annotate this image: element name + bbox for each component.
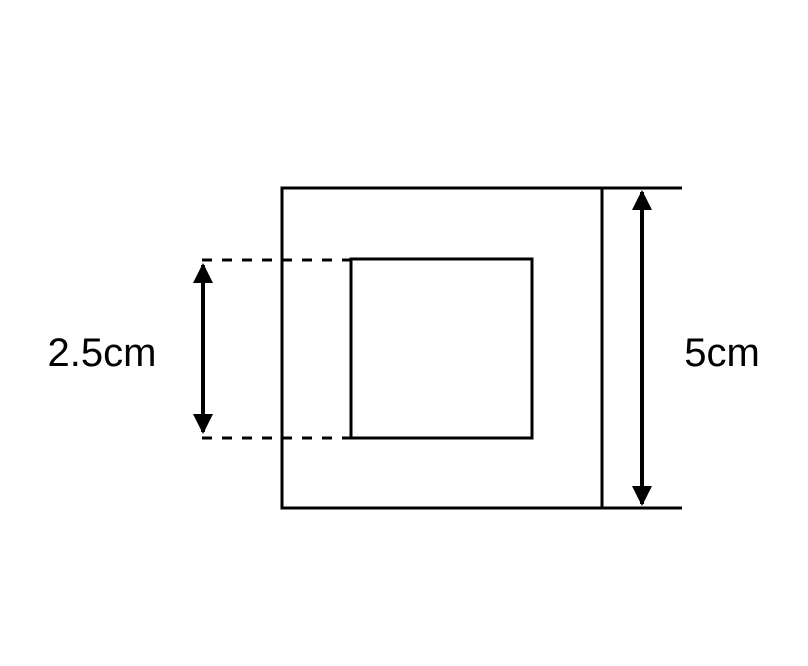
outer-square <box>280 186 604 510</box>
outer-dimension-label: 5cm <box>684 331 760 375</box>
inner-square <box>349 257 534 440</box>
inner-dimension-label: 2.5cm <box>48 331 157 375</box>
